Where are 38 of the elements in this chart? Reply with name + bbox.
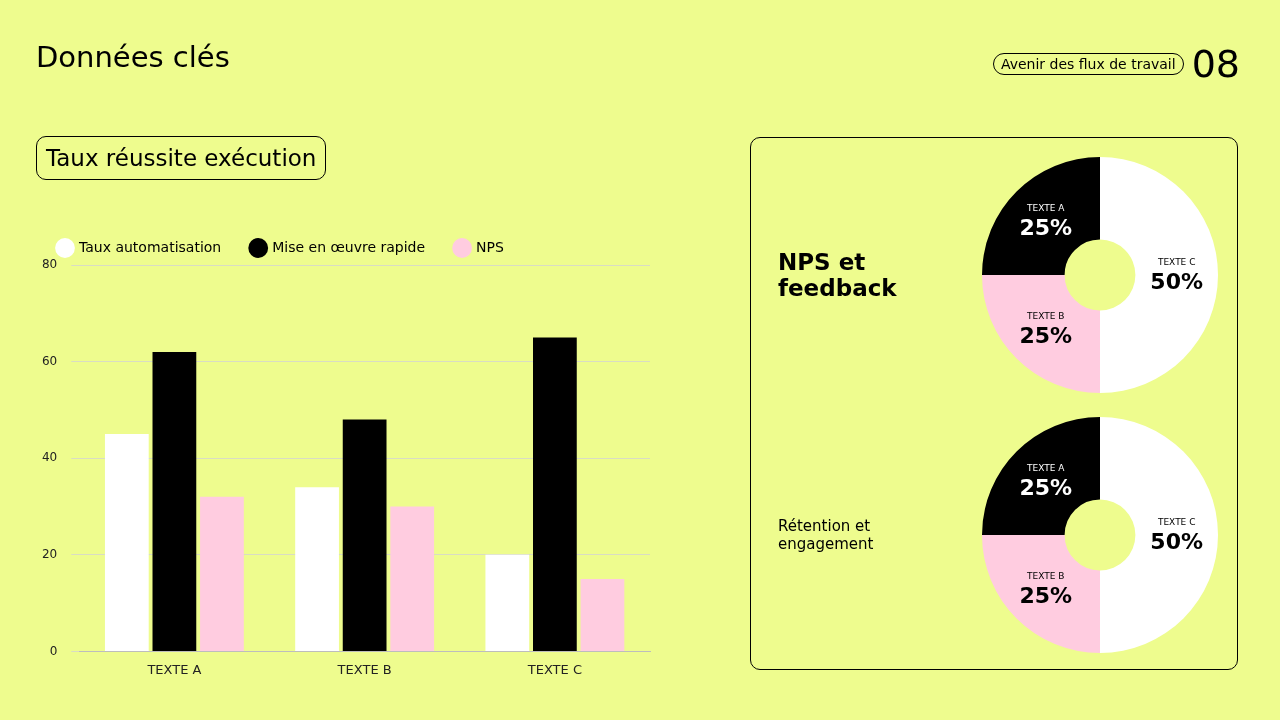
data-label: 25% (1019, 214, 1073, 240)
data-label: 50% (1150, 529, 1204, 554)
y-tick-label: 40 (41, 450, 58, 465)
x-tick-label: TEXTE B (336, 661, 392, 677)
text: Avenir des flux de travail (992, 53, 1184, 75)
text: NPS et feedback (778, 248, 898, 303)
data-label: 25% (1019, 323, 1073, 349)
text: Données clés (36, 40, 230, 74)
y-tick-label: 0 (49, 643, 58, 658)
bar (390, 506, 435, 651)
slice-label: TEXTE A (1026, 202, 1066, 213)
slice-label: TEXTE A (1026, 462, 1066, 473)
bar (533, 337, 577, 651)
slice-label: TEXTE C (1156, 257, 1196, 267)
slice-label: TEXTE B (1026, 311, 1065, 322)
bar (152, 351, 197, 651)
x-tick-label: TEXTE A (146, 661, 202, 677)
bar (580, 578, 625, 651)
bar (200, 496, 244, 651)
y-tick-label: 80 (41, 257, 58, 272)
bar (104, 434, 149, 651)
slice-label: TEXTE C (1156, 517, 1196, 527)
text: Rétention et engagement (778, 516, 875, 555)
chart-title: Taux réussite exécution (36, 136, 327, 180)
legend-label: Taux automatisation (78, 238, 222, 255)
slice-label: TEXTE B (1026, 571, 1065, 582)
data-label: 50% (1150, 269, 1204, 294)
y-tick-label: 60 (41, 353, 58, 368)
bar (485, 554, 530, 651)
legend-label: NPS (476, 238, 504, 255)
data-label: 25% (1019, 583, 1073, 609)
bar (295, 487, 339, 651)
x-tick-label: TEXTE C (526, 661, 582, 677)
legend-label: Mise en œuvre rapide (272, 238, 426, 255)
text: 08 (1191, 42, 1240, 86)
y-tick-label: 20 (41, 546, 58, 561)
bar (342, 419, 387, 651)
data-label: 25% (1019, 474, 1073, 500)
